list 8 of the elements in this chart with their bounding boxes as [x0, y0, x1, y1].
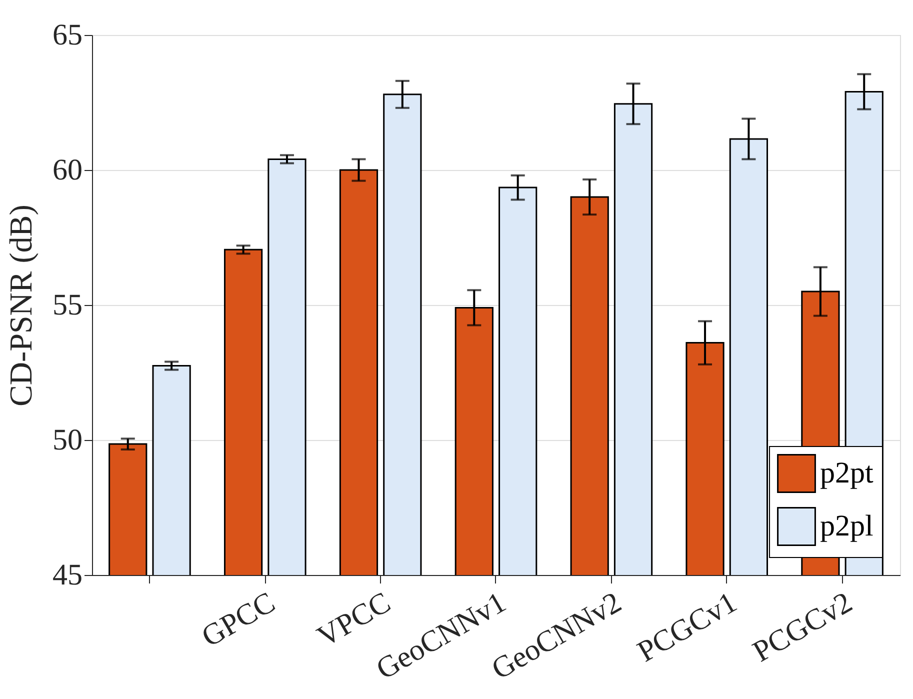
- legend-label: p2pl: [820, 510, 874, 542]
- y-tick-label: 45: [52, 558, 82, 592]
- y-tick-label: 65: [52, 18, 82, 52]
- y-tick-label: 60: [52, 154, 82, 186]
- y-tick-label: 50: [52, 424, 82, 456]
- y-tick-label: 55: [52, 288, 82, 322]
- legend-label: p2pt: [820, 456, 874, 490]
- y-axis-title: CD-PSNR (dB): [2, 204, 38, 406]
